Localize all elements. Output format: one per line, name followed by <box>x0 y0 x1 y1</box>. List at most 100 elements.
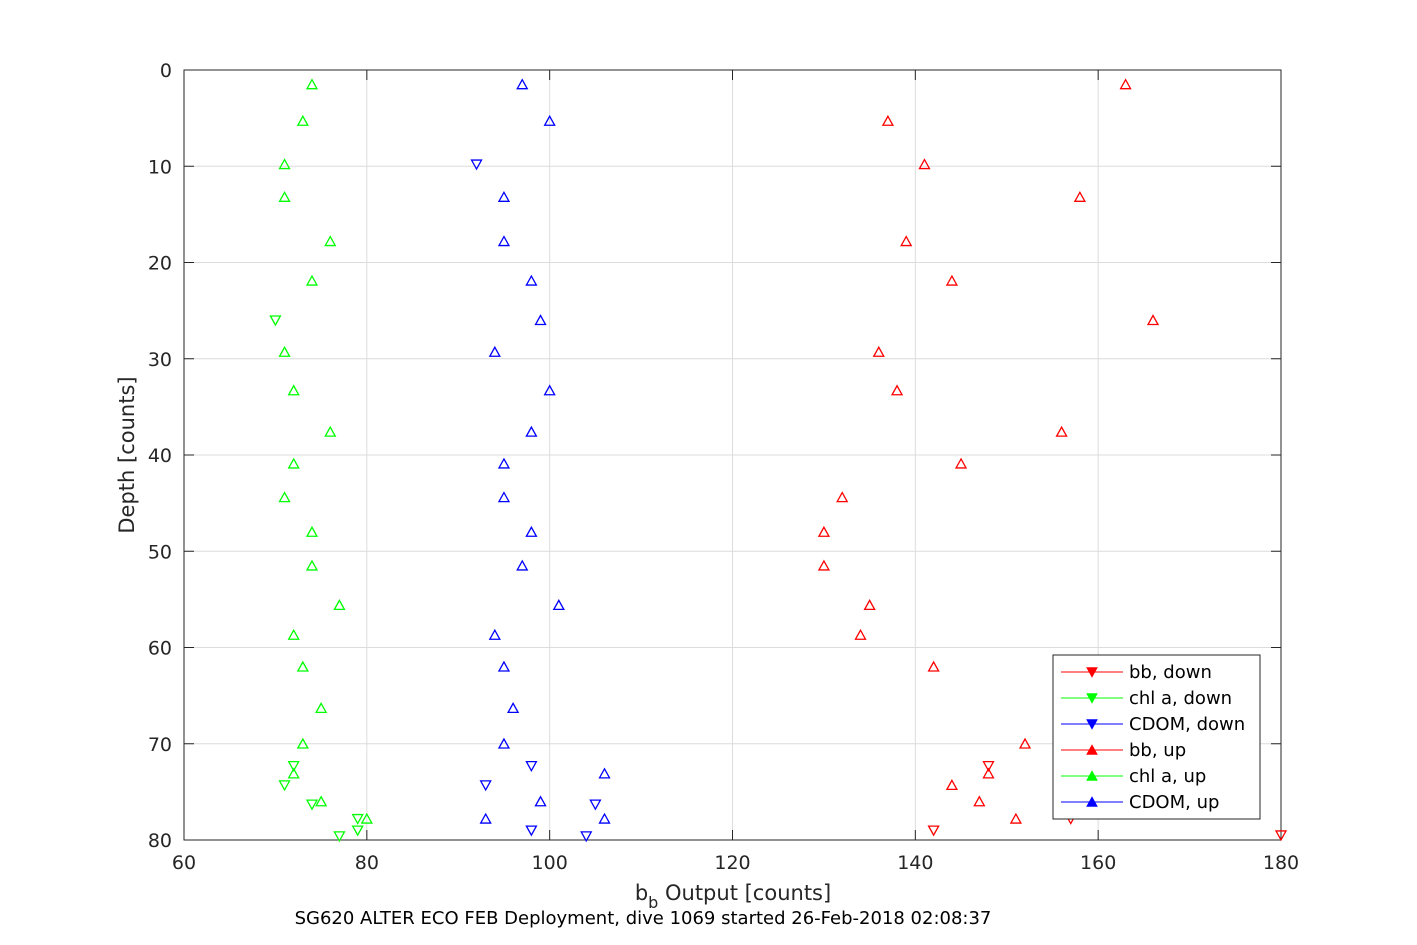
legend-marker <box>1086 796 1098 807</box>
data-point <box>287 384 300 396</box>
legend-label: chl a, up <box>1129 766 1206 787</box>
data-point <box>351 813 364 825</box>
data-point <box>1146 314 1160 326</box>
data-point <box>497 235 511 247</box>
data-points <box>269 78 1288 843</box>
data-point <box>945 274 959 286</box>
y-tick-label: 50 <box>148 541 172 563</box>
y-tick-label: 70 <box>148 734 172 756</box>
data-point <box>333 599 346 611</box>
y-tick-label: 20 <box>148 253 172 275</box>
data-point <box>900 235 913 247</box>
data-point <box>287 760 300 772</box>
y-tick-label: 0 <box>160 60 172 82</box>
data-point <box>954 457 968 469</box>
data-point <box>269 315 282 327</box>
x-tick-label: 100 <box>532 852 568 874</box>
data-point <box>305 799 319 811</box>
data-point <box>552 599 565 611</box>
data-point <box>836 491 849 503</box>
data-point <box>598 767 611 779</box>
data-point <box>497 457 511 469</box>
x-tick-label: 80 <box>355 852 379 874</box>
data-point <box>872 345 885 357</box>
data-point <box>278 158 291 170</box>
legend-label: CDOM, down <box>1129 714 1245 735</box>
data-point <box>1055 425 1068 437</box>
legend-label: bb, down <box>1129 662 1212 683</box>
data-point <box>927 660 940 672</box>
y-tick-label: 10 <box>148 156 172 178</box>
data-point <box>470 159 483 171</box>
data-point <box>333 831 346 843</box>
data-point <box>945 779 959 791</box>
legend-marker <box>1086 744 1098 755</box>
series-3 <box>817 78 1160 824</box>
data-point <box>927 825 940 837</box>
x-tick-label: 160 <box>1080 852 1116 874</box>
x-tick-label: 120 <box>714 852 750 874</box>
series-5 <box>479 78 611 824</box>
legend-marker <box>1086 719 1098 730</box>
data-point <box>982 760 995 772</box>
data-point <box>525 425 538 437</box>
data-point <box>278 780 291 792</box>
data-point <box>580 831 593 843</box>
data-point <box>598 812 611 824</box>
legend: bb, down chl a, down CDOM, down bb, up chl a… <box>1052 654 1261 820</box>
data-point <box>305 559 319 571</box>
data-point <box>543 114 556 126</box>
data-point <box>324 235 337 247</box>
data-point <box>287 457 300 469</box>
data-point <box>278 345 291 357</box>
data-point <box>296 660 309 672</box>
data-point <box>305 525 319 537</box>
data-point <box>315 702 328 714</box>
chart-caption: SG620 ALTER ECO FEB Deployment, dive 106… <box>295 908 992 929</box>
x-tick-label: 60 <box>172 852 196 874</box>
data-point <box>890 384 904 396</box>
legend-box <box>1052 654 1261 820</box>
data-point <box>525 274 538 286</box>
x-axis-label: bb Output [counts] <box>635 881 831 912</box>
y-axis-label: Depth [counts] <box>115 376 139 533</box>
legend-marker <box>1086 770 1098 781</box>
data-point <box>534 795 547 807</box>
data-point <box>497 737 511 749</box>
data-point <box>1119 78 1132 90</box>
data-point <box>543 384 556 396</box>
data-point <box>479 812 492 824</box>
data-point <box>817 559 831 571</box>
data-point <box>973 795 986 807</box>
y-tick-label: 30 <box>148 349 172 371</box>
legend-marker <box>1086 693 1098 704</box>
data-point <box>1009 812 1022 824</box>
data-point <box>324 425 337 437</box>
data-point <box>516 559 529 571</box>
data-point <box>854 628 867 640</box>
series-1 <box>269 315 364 843</box>
legend-label: CDOM, up <box>1129 792 1219 813</box>
data-point <box>497 491 511 503</box>
data-point <box>918 158 931 170</box>
data-point <box>534 314 547 326</box>
data-point <box>525 525 538 537</box>
data-point <box>881 114 895 126</box>
x-axis-label-subscript: b <box>648 893 658 912</box>
x-tick-label: 180 <box>1263 852 1299 874</box>
data-point <box>863 599 876 611</box>
data-point <box>1274 830 1288 842</box>
series-2 <box>470 159 602 843</box>
data-point <box>315 795 328 807</box>
data-point <box>1073 190 1086 202</box>
data-point <box>296 737 309 749</box>
data-point <box>278 491 291 503</box>
data-point <box>351 825 364 837</box>
data-point <box>1018 737 1032 749</box>
data-point <box>287 767 300 779</box>
data-point <box>305 78 319 90</box>
data-point <box>305 274 319 286</box>
x-tick-label: 140 <box>897 852 933 874</box>
